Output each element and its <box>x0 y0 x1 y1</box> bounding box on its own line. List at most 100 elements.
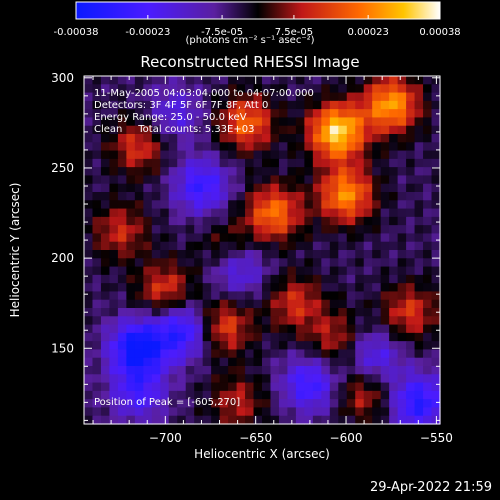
heatmap-cell <box>389 291 399 301</box>
heatmap-cell <box>262 324 272 334</box>
heatmap-cell <box>423 117 433 127</box>
heatmap-cell <box>245 357 255 367</box>
heatmap-cell <box>253 241 263 251</box>
heatmap-cell <box>406 216 416 226</box>
heatmap-cell <box>134 225 144 235</box>
heatmap-cell <box>236 266 246 276</box>
heatmap-cell <box>126 341 136 351</box>
heatmap-cell <box>431 266 441 276</box>
heatmap-cell <box>346 158 356 168</box>
heatmap-cell <box>168 200 178 210</box>
heatmap-cell <box>346 357 356 367</box>
heatmap-cell <box>414 208 424 218</box>
heatmap-cell <box>295 299 305 309</box>
heatmap-cell <box>304 183 314 193</box>
heatmap-cell <box>202 100 212 110</box>
heatmap-cell <box>355 158 365 168</box>
heatmap-cell <box>329 274 339 284</box>
heatmap-cell <box>109 407 119 417</box>
heatmap-cell <box>219 283 229 293</box>
heatmap-cell <box>262 200 272 210</box>
heatmap-cell <box>194 117 204 127</box>
heatmap-cell <box>236 125 246 135</box>
heatmap-cell <box>287 117 297 127</box>
heatmap-cell <box>160 332 170 342</box>
heatmap-cell <box>109 316 119 326</box>
heatmap-cell <box>253 250 263 259</box>
heatmap-cell <box>100 183 111 193</box>
heatmap-cell <box>185 399 195 409</box>
heatmap-cell <box>84 158 94 168</box>
heatmap-cell <box>380 415 390 425</box>
heatmap-cell <box>414 76 424 85</box>
heatmap-cell <box>287 225 297 235</box>
heatmap-cell <box>245 125 255 135</box>
heatmap-cell <box>329 167 339 177</box>
heatmap-cell <box>253 390 263 400</box>
heatmap-cell <box>245 216 255 226</box>
heatmap-cell <box>270 109 280 119</box>
heatmap-cell <box>397 258 407 268</box>
heatmap-cell <box>414 233 424 243</box>
heatmap-cell <box>194 241 204 251</box>
heatmap-cell <box>389 117 399 127</box>
heatmap-cell <box>406 134 416 143</box>
heatmap-cell <box>338 76 348 85</box>
heatmap-cell <box>389 374 399 384</box>
heatmap-cell <box>109 117 119 127</box>
heatmap-cell <box>185 208 195 218</box>
heatmap-cell <box>270 291 280 301</box>
heatmap-cell <box>321 250 331 259</box>
heatmap-cell <box>100 258 111 268</box>
heatmap-cell <box>338 134 348 143</box>
heatmap-cell <box>253 316 263 326</box>
heatmap-cell <box>151 357 161 367</box>
heatmap-cell <box>380 316 390 326</box>
heatmap-cell <box>329 415 339 425</box>
heatmap-cell <box>423 208 433 218</box>
heatmap-cell <box>253 134 263 143</box>
heatmap-cell <box>287 216 297 226</box>
heatmap-cell <box>397 100 407 110</box>
heatmap-cell <box>168 150 178 160</box>
heatmap-cell <box>414 167 424 177</box>
heatmap-cell <box>160 241 170 251</box>
heatmap-cell <box>245 175 255 185</box>
heatmap-cell <box>219 200 229 210</box>
heatmap-cell <box>126 142 136 152</box>
heatmap-cell <box>202 225 212 235</box>
heatmap-cell <box>278 142 289 152</box>
heatmap-cell <box>406 399 416 409</box>
heatmap-cell <box>185 250 195 259</box>
heatmap-cell <box>211 415 221 425</box>
heatmap-cell <box>219 349 229 359</box>
heatmap-cell <box>219 100 229 110</box>
heatmap-cell <box>134 84 144 94</box>
heatmap-cell <box>236 250 246 259</box>
heatmap-cell <box>304 357 314 367</box>
heatmap-cell <box>109 349 119 359</box>
heatmap-cell <box>346 142 356 152</box>
heatmap-cell <box>219 142 229 152</box>
heatmap-cell <box>185 225 195 235</box>
heatmap-cell <box>100 134 111 143</box>
heatmap-cell <box>321 167 331 177</box>
heatmap-cell <box>338 407 348 417</box>
heatmap-cell <box>100 100 111 110</box>
heatmap-cell <box>109 92 119 102</box>
heatmap-cell <box>151 407 161 417</box>
heatmap-cell <box>160 258 170 268</box>
heatmap-cell <box>126 308 136 317</box>
heatmap-cell <box>228 366 238 375</box>
annotation-energy-range: Energy Range: 25.0 - 50.0 keV <box>94 112 247 123</box>
heatmap-cell <box>363 200 373 210</box>
heatmap-cell <box>168 299 178 309</box>
heatmap-cell <box>346 349 356 359</box>
heatmap-cell <box>168 125 178 135</box>
heatmap-cell <box>346 316 356 326</box>
heatmap-cell <box>126 117 136 127</box>
heatmap-cell <box>389 134 399 143</box>
